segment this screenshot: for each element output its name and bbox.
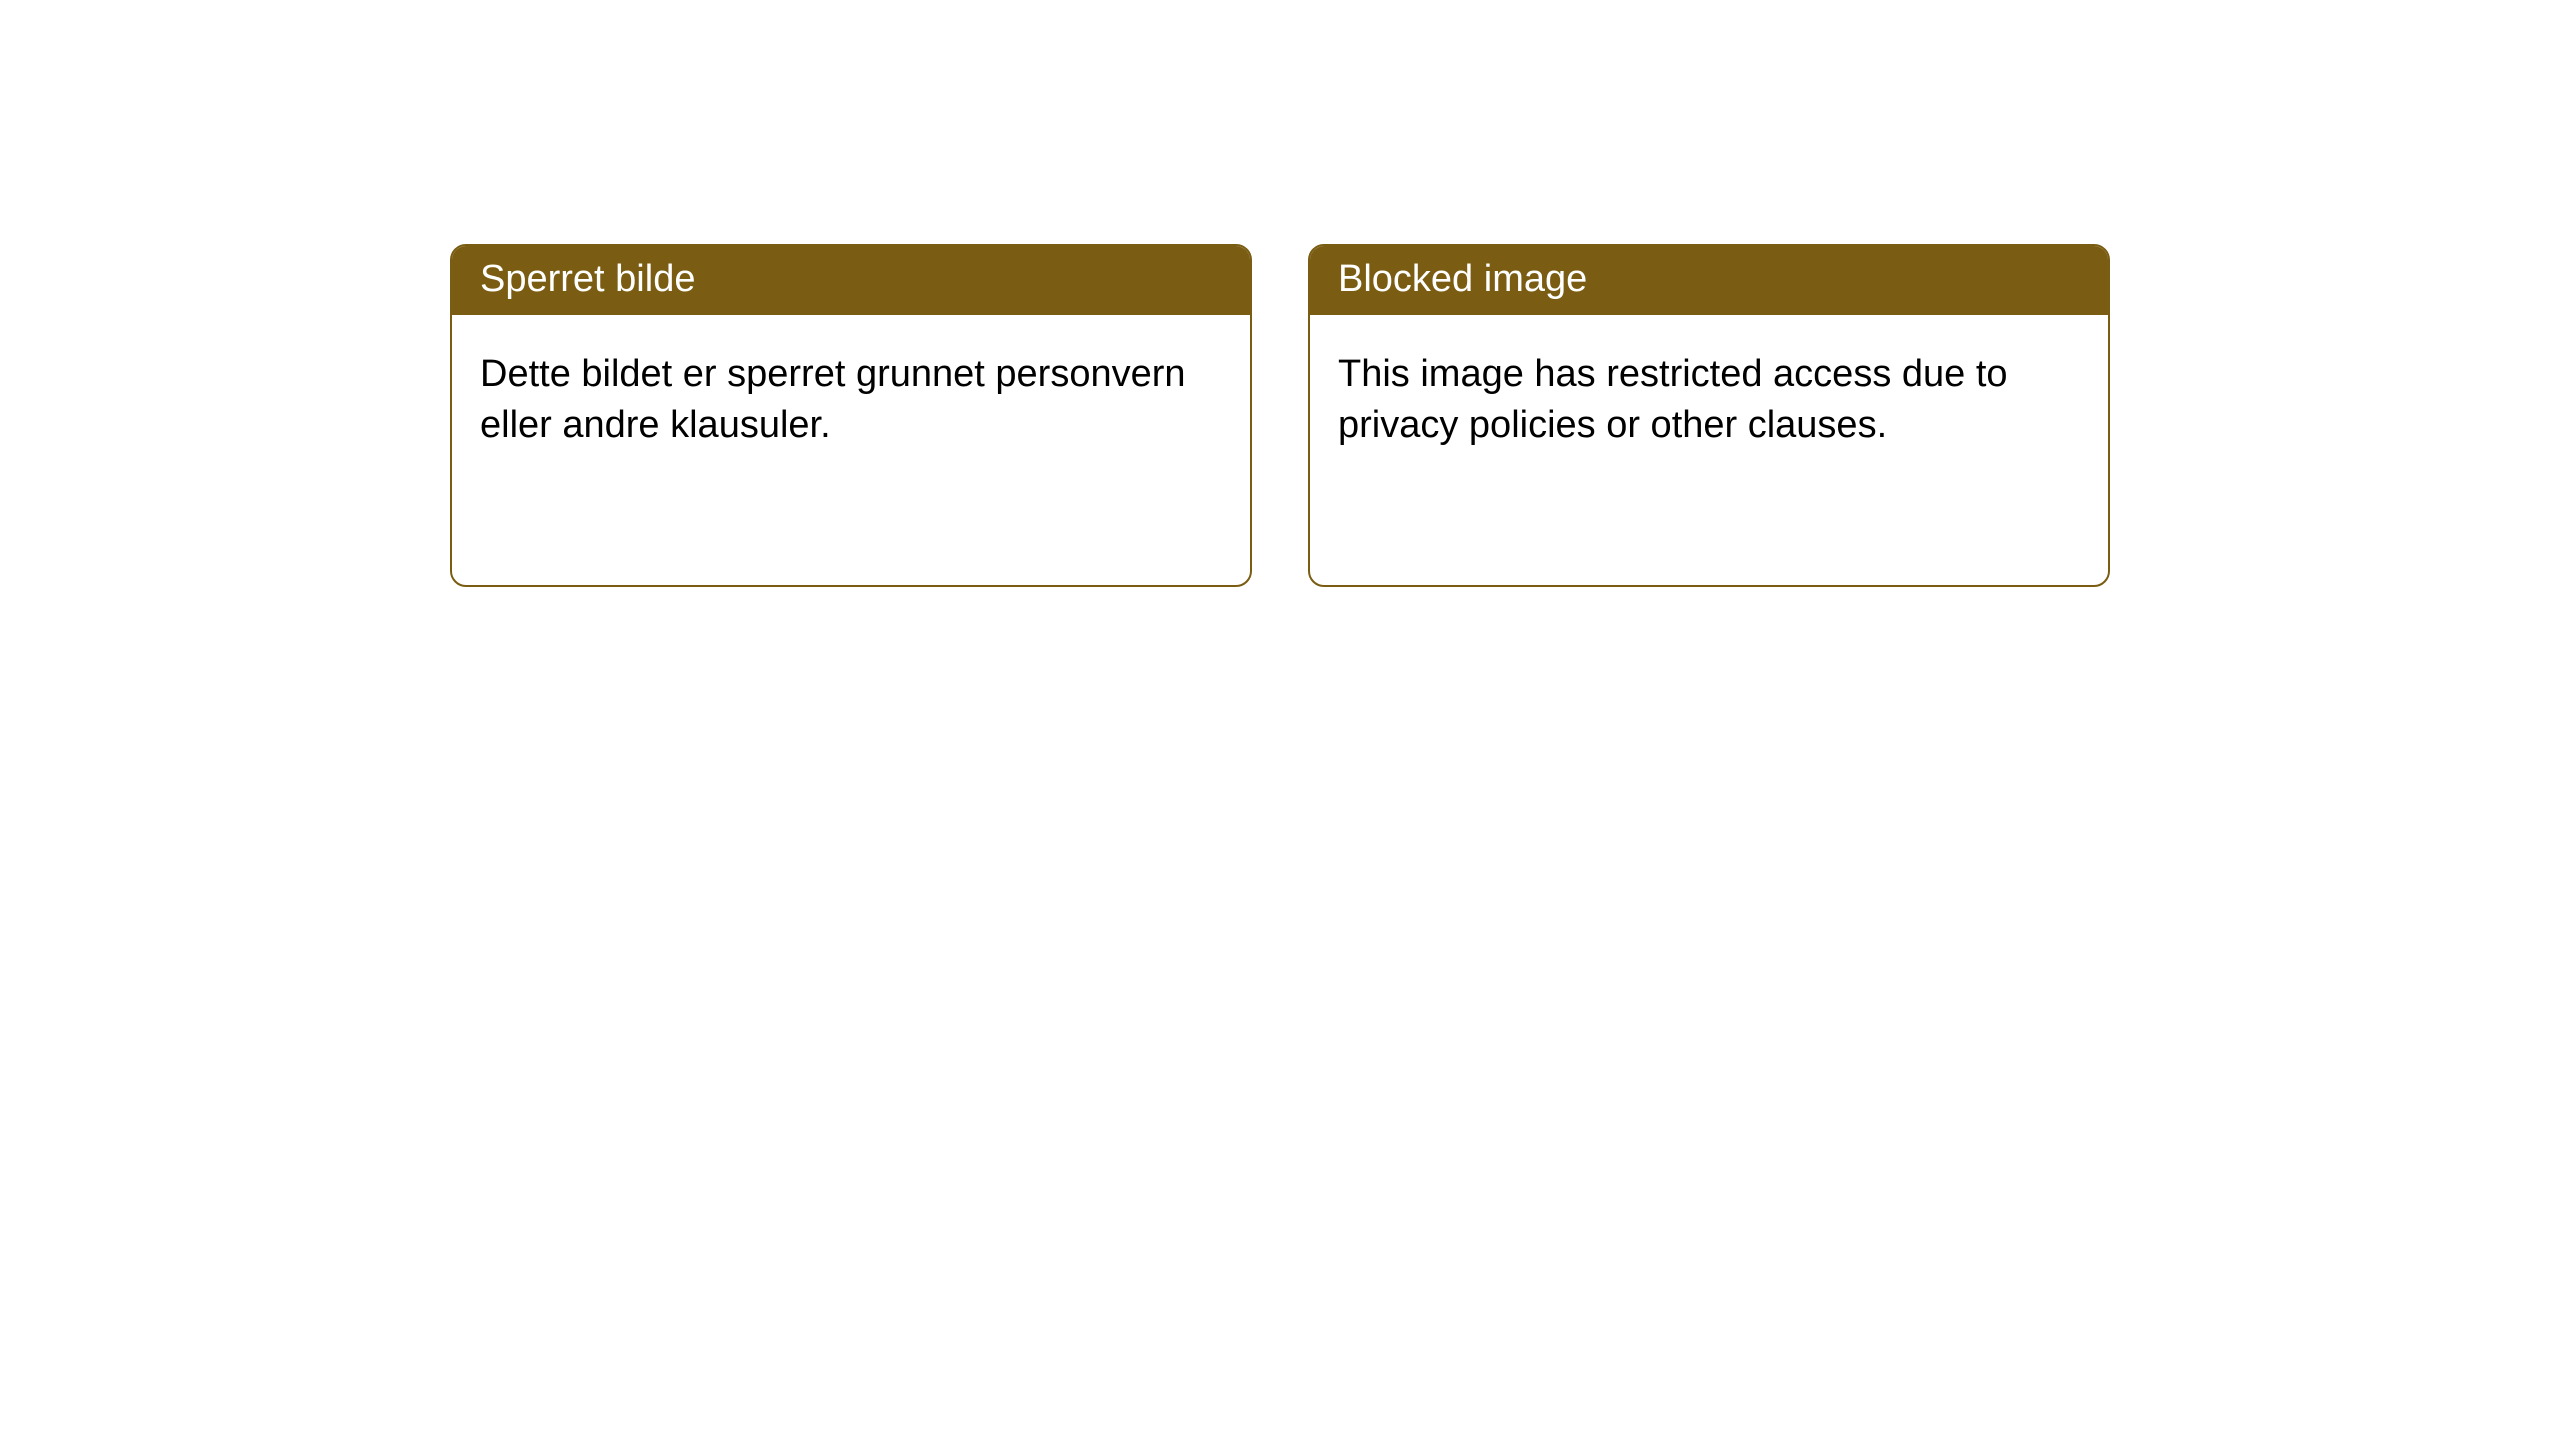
notice-card-norwegian: Sperret bilde Dette bildet er sperret gr… [450, 244, 1252, 587]
notice-body-norwegian: Dette bildet er sperret grunnet personve… [452, 315, 1250, 585]
notice-title-norwegian: Sperret bilde [452, 246, 1250, 315]
notice-body-english: This image has restricted access due to … [1310, 315, 2108, 585]
notice-title-english: Blocked image [1310, 246, 2108, 315]
notice-card-english: Blocked image This image has restricted … [1308, 244, 2110, 587]
notice-container: Sperret bilde Dette bildet er sperret gr… [450, 244, 2110, 587]
